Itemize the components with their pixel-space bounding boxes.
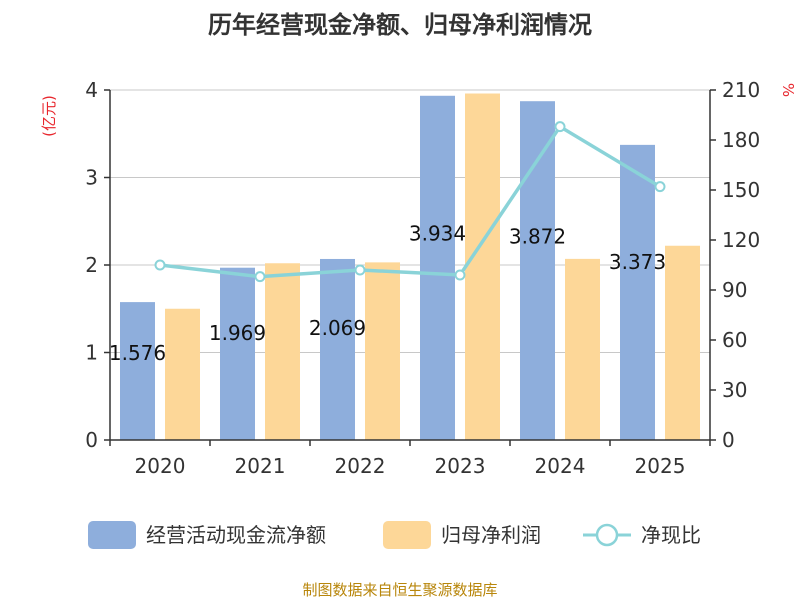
bar-profit [565, 258, 600, 440]
legend-label: 归母净利润 [441, 523, 541, 547]
bar-profit [165, 308, 200, 440]
data-labels: 1.576 1.969 2.069 3.934 3.872 3.373 [109, 221, 666, 365]
x-tick-label: 2024 [535, 454, 586, 478]
ratio-point [254, 271, 266, 283]
right-tick-label: 150 [722, 178, 760, 202]
bar-cashflow [620, 144, 655, 441]
legend: 经营活动现金流净额 归母净利润 净现比 [88, 521, 701, 549]
bars [120, 93, 700, 441]
legend-label: 净现比 [641, 523, 701, 547]
bar-cashflow [520, 101, 555, 440]
chart-title: 历年经营现金净额、归母净利润情况 [208, 11, 592, 39]
ratio-point [454, 269, 466, 281]
bar-profit [665, 245, 700, 440]
bar-cashflow [320, 258, 355, 440]
left-tick-label: 3 [85, 166, 98, 190]
right-tick-label: 120 [722, 228, 760, 252]
source-note: 制图数据来自恒生聚源数据库 [302, 581, 497, 599]
left-tick-label: 1 [85, 341, 98, 365]
bar-value-label: 3.373 [609, 250, 666, 274]
right-tick-label: 210 [722, 78, 760, 102]
right-tick-label: 90 [722, 278, 747, 302]
bar-value-label: 2.069 [309, 316, 366, 340]
bar-value-label: 1.576 [109, 341, 166, 365]
gridlines [110, 89, 710, 353]
legend-label: 经营活动现金流净额 [146, 523, 326, 547]
bar-profit [365, 262, 400, 440]
right-tick-label: 30 [722, 378, 747, 402]
legend-swatch [88, 521, 136, 549]
axes: 0 1 2 3 4 0 30 60 90 120 150 180 210 2020 2021 2022 2023… [85, 78, 760, 478]
right-tick-label: 0 [722, 428, 735, 452]
legend-swatch [383, 521, 431, 549]
ratio-line [154, 121, 666, 283]
bar-profit [265, 263, 300, 440]
left-tick-label: 0 [85, 428, 98, 452]
legend-marker [595, 523, 619, 547]
x-tick-label: 2020 [135, 454, 186, 478]
ratio-point [554, 121, 566, 133]
left-tick-label: 4 [85, 78, 98, 102]
right-tick-label: 60 [722, 328, 747, 352]
bar-cashflow [220, 267, 255, 440]
left-axis-unit: (亿元) [40, 95, 58, 137]
right-tick-label: 180 [722, 128, 760, 152]
bar-value-label: 3.934 [409, 221, 466, 245]
ratio-point [354, 264, 366, 276]
ratio-line-path [159, 124, 661, 279]
bar-cashflow [420, 95, 455, 441]
ratio-point [654, 181, 666, 193]
x-tick-label: 2023 [435, 454, 486, 478]
right-axis-unit: % [779, 83, 797, 97]
bar-value-label: 1.969 [209, 321, 266, 345]
x-tick-label: 2022 [335, 454, 386, 478]
x-tick-label: 2025 [635, 454, 686, 478]
bar-profit [465, 93, 500, 440]
ratio-point [154, 259, 166, 271]
bar-value-label: 3.872 [509, 224, 566, 248]
x-tick-label: 2021 [235, 454, 286, 478]
bar-cashflow [120, 302, 155, 440]
left-tick-label: 2 [85, 253, 98, 277]
